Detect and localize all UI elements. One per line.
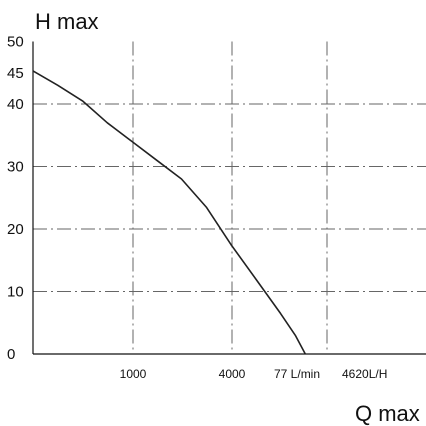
x-tick-label: 77 L/min	[274, 367, 320, 381]
x-tick-labels: 1000 4000 77 L/min 4620L/H	[120, 367, 388, 381]
x-tick-label: 4620L/H	[342, 367, 387, 381]
performance-curve	[32, 70, 307, 355]
y-tick-label: 30	[7, 159, 24, 176]
x-axis-label: Q max	[355, 401, 420, 426]
y-tick-label: 40	[7, 96, 24, 113]
y-tick-label: 20	[7, 221, 24, 238]
axes	[32, 41, 426, 355]
x-tick-label: 1000	[120, 367, 147, 381]
y-tick-label: 50	[7, 34, 24, 51]
y-axis-label: H max	[35, 9, 99, 34]
x-tick-label: 4000	[219, 367, 246, 381]
y-tick-label: 10	[7, 284, 24, 301]
y-tick-labels: 0 10 20 30 40 45 50	[7, 34, 24, 364]
y-tick-label: 45	[7, 65, 24, 82]
series-lines	[32, 70, 307, 355]
grid	[33, 41, 426, 354]
y-tick-label: 0	[7, 346, 15, 363]
